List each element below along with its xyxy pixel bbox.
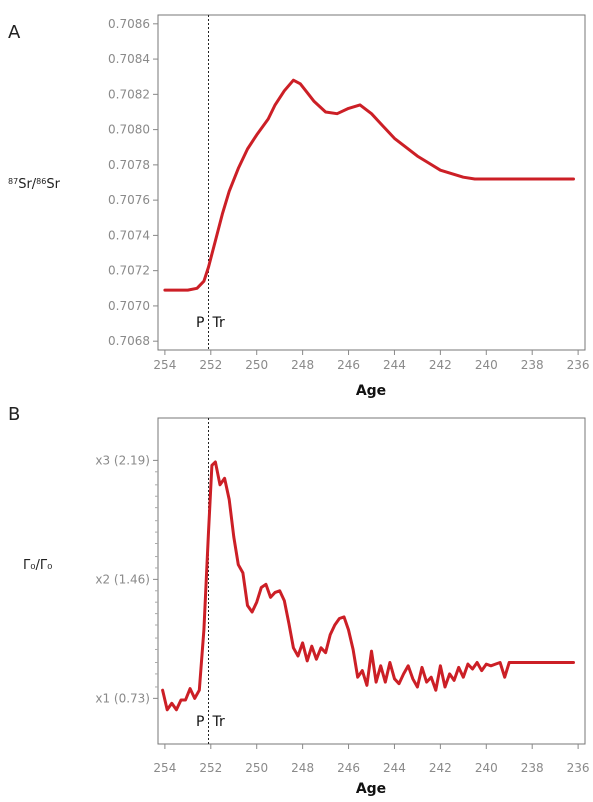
panel-a-y-axis: 0.7068 0.7070 0.7072 0.7074 0.7076 0.7078 0.70… (108, 17, 158, 348)
x-tick-label: 254 (153, 761, 176, 775)
series-line-a-0 (163, 78, 575, 292)
panel-b-y-axis: x1 (0.73) x2 (1.46) x3 (2.19) (95, 453, 158, 705)
panel-a-y-axis-title-sr1: Sr/ (18, 177, 37, 192)
panel-a-y-axis-title-sr2: Sr (46, 177, 60, 192)
panel-a-y-axis-title-86-sup: 86 (36, 177, 46, 186)
panel-a-x-axis-title: Age (356, 383, 386, 399)
x-tick-label: 242 (429, 761, 452, 775)
x-tick-label: 240 (475, 358, 498, 372)
y-tick-label: 0.7080 (108, 123, 150, 137)
panel-b-x-axis: 254 252 250 248 246 244 242 240 238 236 (153, 744, 590, 775)
panel-b-triassic-label: Tr (212, 714, 225, 730)
panel-a-letter: A (8, 22, 21, 43)
panel-b-plot-area (157, 417, 586, 745)
x-tick-label: 248 (291, 358, 314, 372)
panel-a-series-group (163, 78, 575, 292)
x-tick-label: 250 (245, 358, 268, 372)
x-tick-label: 242 (429, 358, 452, 372)
panel-b-x-axis-title: Age (356, 781, 386, 797)
x-tick-label: 240 (475, 761, 498, 775)
y-tick-label: 0.7084 (108, 52, 150, 66)
x-tick-label: 244 (383, 358, 406, 372)
panel-a-y-axis-title: 87Sr/86Sr (8, 177, 61, 193)
panel-a-triassic-label: Tr (212, 315, 225, 331)
x-tick-label: 254 (153, 358, 176, 372)
x-tick-label: 252 (199, 761, 222, 775)
y-tick-label: 0.7078 (108, 158, 150, 172)
panel-b-y-axis-title: Γ₀/Γ₀ (23, 558, 52, 573)
x-tick-label: 236 (567, 761, 590, 775)
x-tick-label: 252 (199, 358, 222, 372)
panel-b-permian-label: P (196, 714, 204, 730)
x-tick-label: 244 (383, 761, 406, 775)
x-tick-label: 246 (337, 761, 360, 775)
y-tick-label: 0.7082 (108, 87, 150, 101)
panel-b-letter: B (8, 404, 20, 425)
y-tick-label: x3 (2.19) (95, 453, 150, 467)
y-tick-label: 0.7070 (108, 299, 150, 313)
y-tick-label: x1 (0.73) (95, 691, 150, 705)
series-line-b-0 (161, 460, 575, 712)
panel-a-x-axis: 254 252 250 248 246 244 242 240 238 236 (153, 350, 590, 372)
panel-a-permian-label: P (196, 315, 204, 331)
y-tick-label: 0.7072 (108, 264, 150, 278)
x-tick-label: 238 (521, 358, 544, 372)
panel-b-chart: B x1 (0.73)x2 (1.46)x3 (2.19) 254 252 250 2… (8, 404, 590, 797)
x-tick-label: 250 (245, 761, 268, 775)
panel-a-y-axis-title-87-sup: 87 (8, 177, 18, 186)
x-tick-label: 238 (521, 761, 544, 775)
y-tick-label: x2 (1.46) (95, 572, 150, 586)
panel-b-series-group (161, 460, 575, 712)
x-tick-label: 248 (291, 761, 314, 775)
panel-a-chart: A 0.70680.70700.70720.70740.70760.70780.… (8, 14, 590, 399)
panel-a-plot-area (157, 14, 586, 351)
x-tick-label: 236 (567, 358, 590, 372)
x-tick-label: 246 (337, 358, 360, 372)
y-tick-label: 0.7086 (108, 17, 150, 31)
y-tick-label: 0.7076 (108, 193, 150, 207)
y-tick-label: 0.7068 (108, 334, 150, 348)
y-tick-label: 0.7074 (108, 228, 150, 242)
